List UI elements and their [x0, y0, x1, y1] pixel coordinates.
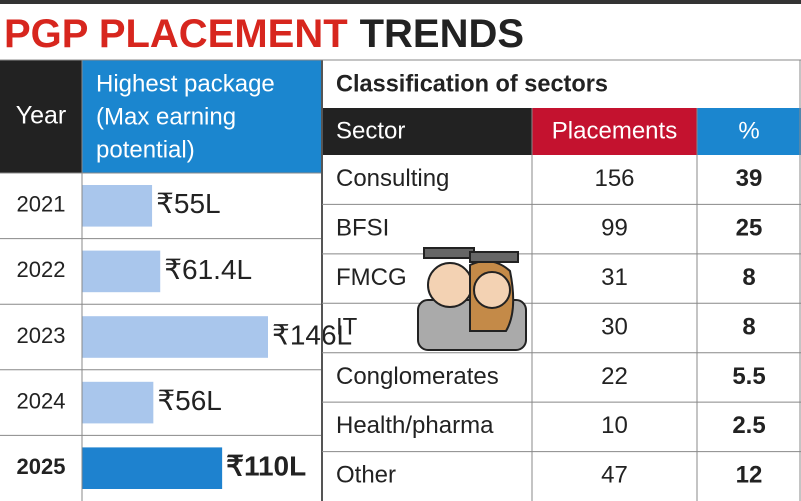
sector-cell: 10: [601, 412, 628, 439]
sector-cell: 156: [594, 165, 634, 192]
sector-cell: Health/pharma: [336, 412, 494, 439]
package-bar: [82, 447, 223, 489]
year-header-bg: [0, 60, 82, 173]
year: 2022: [17, 257, 66, 282]
sector-cell: 5.5: [732, 363, 765, 390]
year: 2025: [17, 454, 66, 479]
sector-cell: 47: [601, 462, 628, 489]
placements-header-bg: [532, 108, 697, 155]
sector-cell: BFSI: [336, 214, 389, 241]
sector-cell: 31: [601, 264, 628, 291]
package-label: ₹56L: [157, 385, 222, 416]
year: 2024: [17, 388, 66, 413]
sector-cell: 22: [601, 363, 628, 390]
year-header: Year: [16, 102, 67, 130]
sector-header-bg: [322, 108, 532, 155]
sector-header: %: [738, 117, 759, 144]
sector-cell: 8: [742, 264, 755, 291]
top-rule: [0, 0, 801, 4]
sector-header: Placements: [552, 117, 677, 144]
sectors-title: Classification of sectors: [336, 70, 608, 97]
percent-header-bg: [697, 108, 801, 155]
title: PGP PLACEMENT TRENDS: [4, 12, 524, 56]
package-bar: [82, 250, 161, 293]
year: 2021: [17, 192, 66, 217]
package-bar: [82, 381, 154, 424]
sector-cell: 25: [736, 214, 763, 241]
sector-cell: 12: [736, 462, 763, 489]
package-header: Highest package: [96, 70, 275, 97]
package-bar: [82, 185, 153, 227]
package-label: ₹110L: [226, 451, 306, 482]
sector-cell: Consulting: [336, 165, 449, 192]
package-bar: [82, 316, 268, 358]
sector-cell: FMCG: [336, 264, 407, 291]
sector-header: Sector: [336, 117, 405, 144]
sector-cell: 8: [742, 313, 755, 340]
sector-cell: 30: [601, 313, 628, 340]
sector-cell: Conglomerates: [336, 363, 499, 390]
title-part: PGP PLACEMENT: [4, 12, 348, 56]
sector-cell: Other: [336, 462, 396, 489]
sector-cell: 39: [736, 165, 763, 192]
package-label: ₹55L: [156, 188, 221, 219]
sector-cell: 99: [601, 214, 628, 241]
package-header-bg: [82, 60, 322, 173]
package-header: (Max earning: [96, 103, 236, 130]
sector-cell: IT: [336, 313, 358, 340]
package-label: ₹61.4L: [164, 254, 252, 285]
graduates-icon: [417, 247, 527, 351]
sector-cell: 2.5: [732, 412, 765, 439]
package-header: potential): [96, 136, 195, 163]
year: 2023: [17, 323, 66, 348]
package-label: ₹146L: [272, 319, 352, 350]
title-part: TRENDS: [360, 12, 524, 56]
